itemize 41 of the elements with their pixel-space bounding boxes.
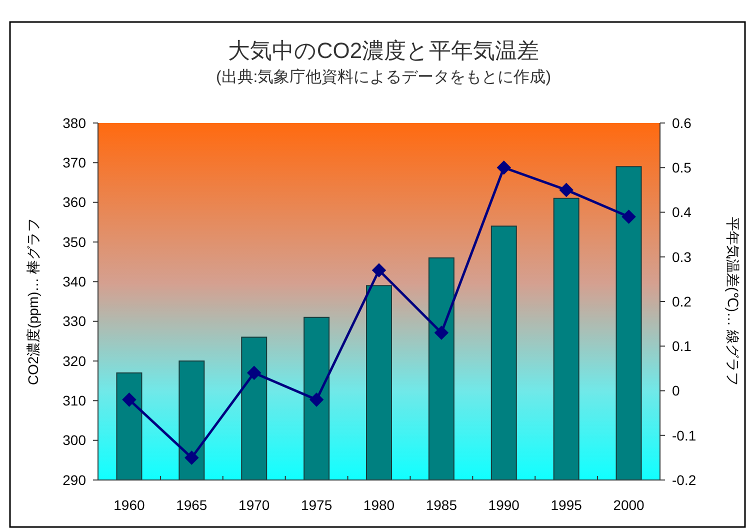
x-tick-label: 1980 [363,497,395,513]
x-tick-label: 1995 [550,497,582,513]
y-tick-label: 370 [62,154,86,171]
y-tick-label: 340 [62,274,86,290]
y-tick-label: 330 [62,313,86,330]
x-tick-label: 1970 [238,497,270,513]
x-tick-label: 1965 [176,497,208,513]
point [559,182,574,198]
y-tick-label: 360 [62,194,86,210]
y-tick-label: 310 [62,392,86,409]
y2-tick-label: 0.5 [672,160,692,176]
point [122,392,136,407]
x-tick-label: 1990 [488,497,520,513]
y2-tick-label: -0.2 [672,472,696,488]
y2-tick-label: -0.1 [672,427,696,444]
point [496,160,512,175]
chart-subtitle: (出典:気象庁他資料によるデータをもとに作成) [216,68,552,86]
y2-tick-label: 0.6 [672,114,692,131]
point [309,392,324,407]
y-tick-label: 290 [62,472,86,488]
y-tick-label: 350 [62,234,86,250]
y2-tick-label: 0.2 [672,293,692,310]
point [372,263,386,278]
y2-tick-label: 0.1 [672,338,692,354]
y-axis-title: CO2濃度(ppm)… 棒グラフ [25,218,41,386]
x-tick-label: 1985 [426,497,458,513]
x-tick-label: 1960 [114,497,146,513]
point [184,450,199,465]
point [246,366,262,380]
y-tick-label: 300 [62,432,86,448]
x-tick-label: 2000 [613,497,645,513]
y2-axis-title: 平年気温差(℃)… 線グラフ [725,217,741,386]
y-tick-label: 320 [62,352,86,369]
y2-tick-label: 0.3 [672,248,692,265]
y-tick-label: 380 [62,114,86,131]
point [434,326,449,340]
point [622,210,636,224]
y2-tick-label: 0 [672,382,680,399]
x-tick-label: 1975 [300,497,332,513]
chart-title: 大気中のCO2濃度と平年気温差 [228,38,540,63]
y2-tick-label: 0.4 [672,204,692,220]
